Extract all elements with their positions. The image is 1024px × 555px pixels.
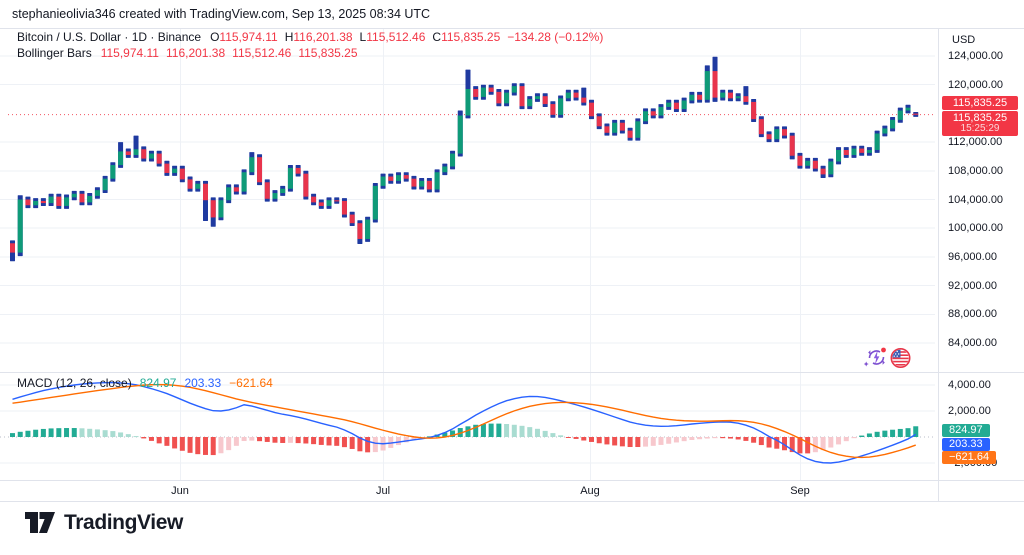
macd-tick: 2,000.00 xyxy=(948,405,991,417)
last-price-badge: 115,835.25 xyxy=(942,96,1018,110)
symbol-title[interactable]: Bitcoin / U.S. Dollar · 1D · Binance xyxy=(17,30,202,44)
price-tick: 112,000.00 xyxy=(948,136,1003,149)
indicator-value-close: 115,835.25 xyxy=(298,46,358,60)
macd-tick: 4,000.00 xyxy=(948,379,991,391)
countdown-price: 115,835.25 xyxy=(952,112,1008,124)
us-flag-icon[interactable] xyxy=(890,348,911,368)
indicator-value-high: 116,201.38 xyxy=(165,46,226,60)
time-label-jun: Jun xyxy=(171,485,189,497)
macd-line-value: 203.33 xyxy=(184,376,222,390)
ohlc-close-label: C xyxy=(432,30,442,44)
ohlc-open-value: 115,974.11 xyxy=(219,30,278,44)
ohlc-low-label: L xyxy=(359,30,367,44)
currency-label: USD xyxy=(952,34,976,46)
price-tick: 88,000.00 xyxy=(948,308,997,321)
macd-hist-value: 824.97 xyxy=(139,376,177,390)
attribution-text: stephanieolivia346 created with TradingV… xyxy=(12,7,431,21)
price-tick: 120,000.00 xyxy=(948,78,1004,91)
indicator-name[interactable]: Bollinger Bars xyxy=(17,46,92,60)
ohlc-open-label: O xyxy=(210,30,220,44)
attribution-bar: stephanieolivia346 created with TradingV… xyxy=(0,0,1024,28)
macd-hist-badge: 824.97 xyxy=(942,424,990,437)
tradingview-mark-icon xyxy=(25,512,55,533)
macd-name[interactable]: MACD xyxy=(17,376,53,390)
price-tick: 124,000.00 xyxy=(948,50,1004,62)
bollinger-bars-legend[interactable]: Bollinger Bars 115,974.11 116,201.38 115,51… xyxy=(17,46,365,60)
change-value: −134.28 (−0.12%) xyxy=(507,30,604,44)
macd-signal-value: −621.64 xyxy=(229,376,273,390)
macd-signal-badge: −621.64 xyxy=(942,451,997,464)
ohlc-close-value: 115,835.25 xyxy=(441,30,501,44)
macd-line-badge: 203.33 xyxy=(942,438,990,451)
price-tick: 100,000.00 xyxy=(948,222,1004,235)
bar-countdown: 15:25:29 xyxy=(960,123,1000,134)
ohlc-high-label: H xyxy=(284,30,294,44)
ohlc-low-value: 115,512.46 xyxy=(366,30,426,44)
macd-params: (12, 26, close) xyxy=(55,376,132,390)
symbol-legend[interactable]: Bitcoin / U.S. Dollar · 1D · Binance O115… xyxy=(17,30,610,44)
price-tick: 84,000.00 xyxy=(948,337,997,349)
ohlc-high-value: 116,201.38 xyxy=(293,30,353,44)
time-axis[interactable]: Jun Jul Aug Sep xyxy=(0,481,1024,501)
event-icons[interactable] xyxy=(864,345,912,371)
indicator-value-low: 115,512.46 xyxy=(232,46,292,60)
price-tick: 96,000.00 xyxy=(948,250,997,263)
tradingview-logo[interactable]: TradingView xyxy=(25,511,183,535)
macd-legend[interactable]: MACD (12, 26, close) 824.97 203.33 −621.64 xyxy=(17,376,273,390)
price-countdown-badge: 115,835.25 15:25:29 xyxy=(942,111,1018,136)
tradingview-wordmark: TradingView xyxy=(64,511,183,534)
sync-bolt-icon[interactable] xyxy=(864,347,886,367)
price-tick: 104,000.00 xyxy=(948,193,1004,206)
price-tick: 108,000.00 xyxy=(948,164,1004,177)
indicator-value-open: 115,974.11 xyxy=(100,46,159,60)
time-label-aug: Aug xyxy=(580,485,600,497)
time-label-jul: Jul xyxy=(375,485,391,497)
time-label-sep: Sep xyxy=(790,485,810,497)
price-tick: 92,000.00 xyxy=(948,279,997,292)
